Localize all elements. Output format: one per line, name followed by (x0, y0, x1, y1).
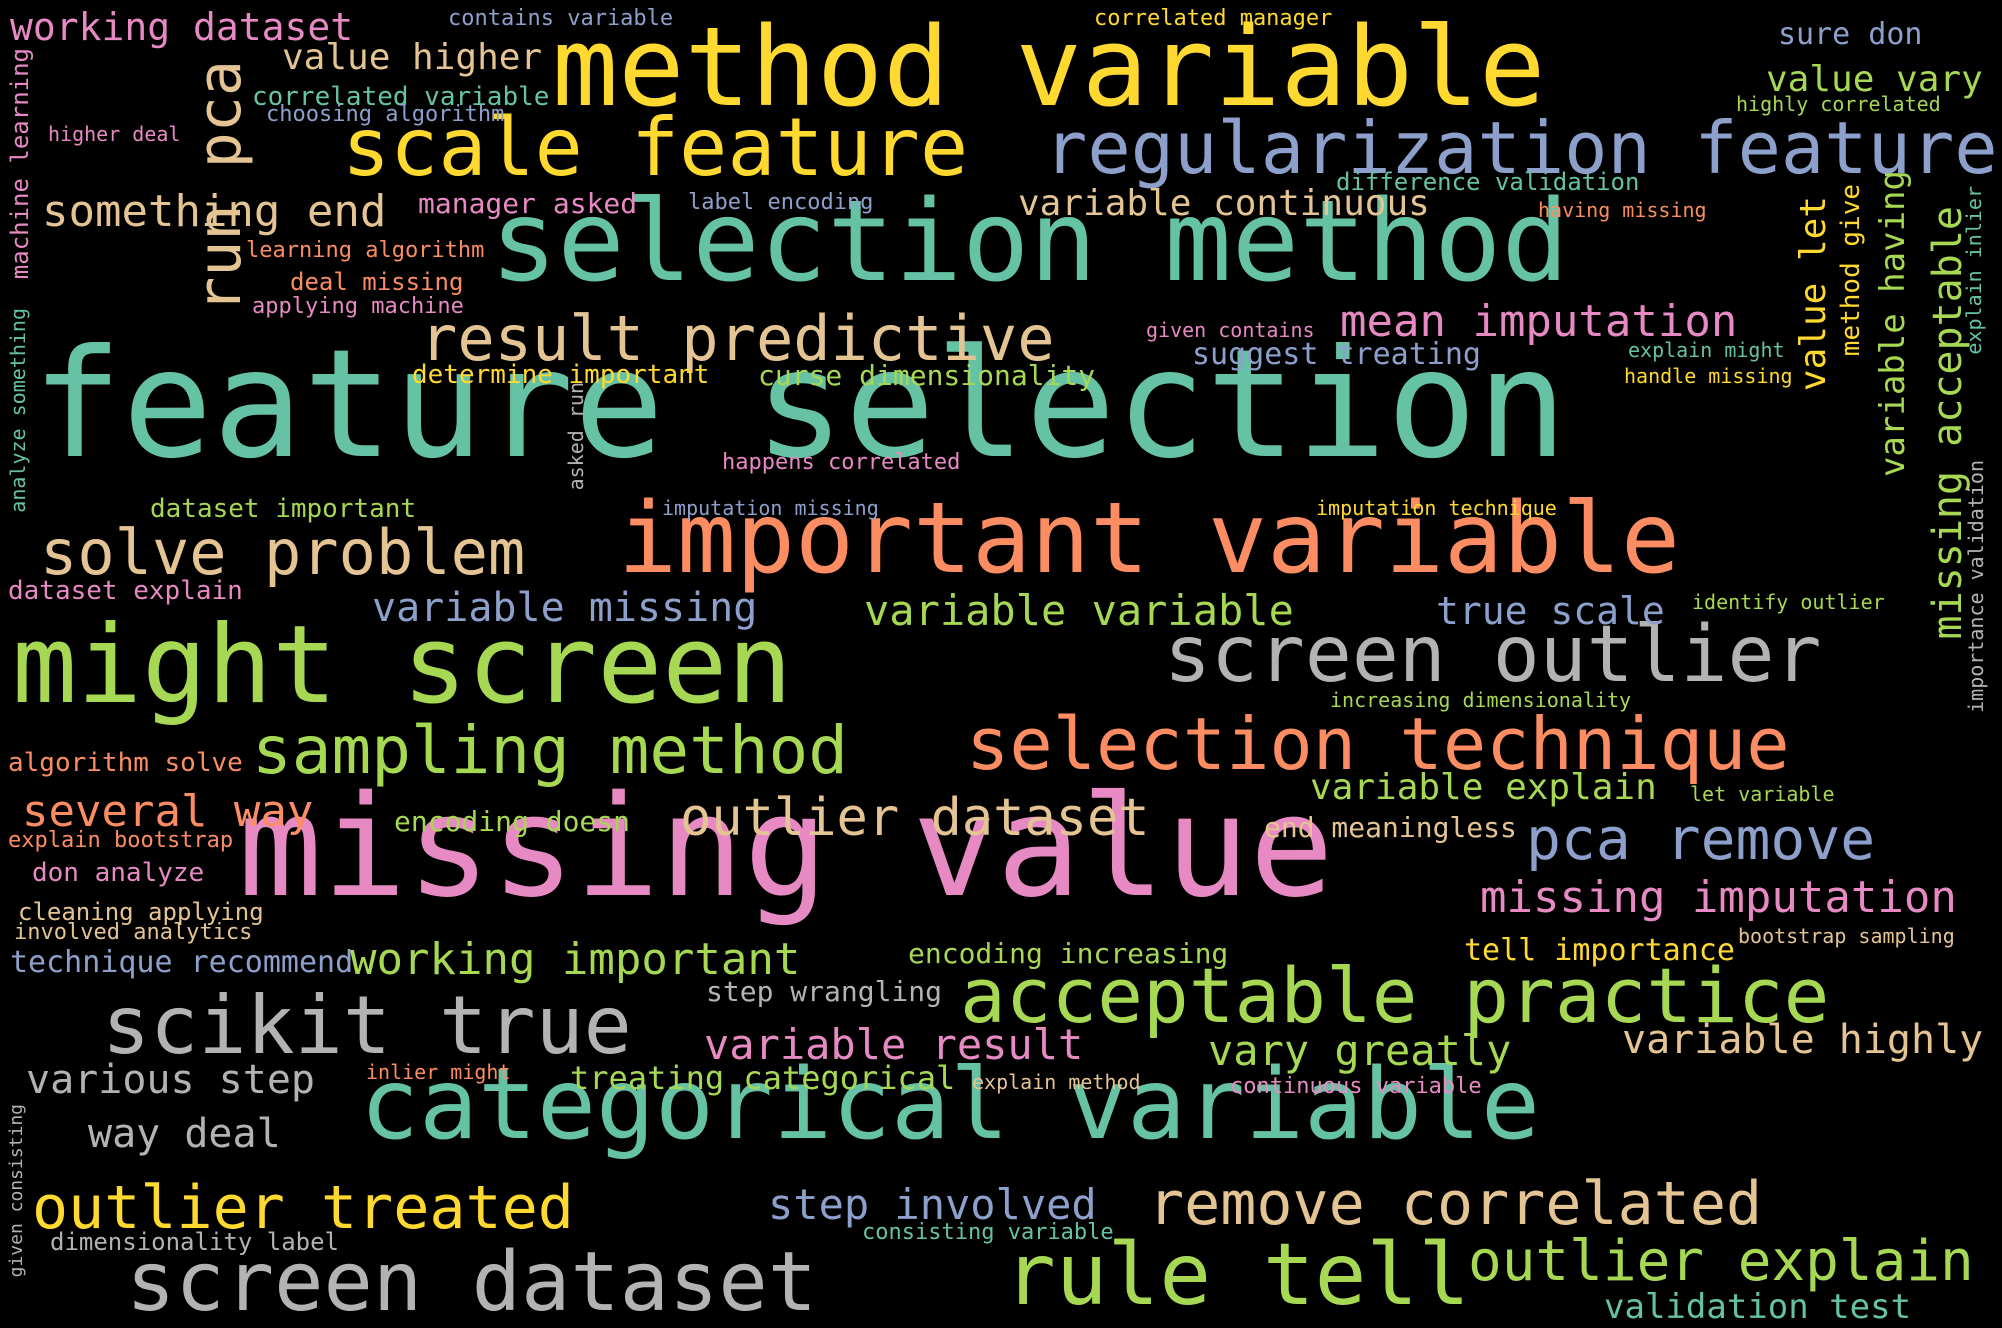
word: machine learning (6, 48, 34, 280)
word: correlated variable (252, 82, 550, 112)
word: higher deal (48, 122, 181, 146)
word: selection method (490, 177, 1569, 307)
word: manager asked (418, 187, 638, 220)
word: cleaning applying (18, 898, 264, 926)
word: having missing (1538, 198, 1707, 222)
word: encoding doesn (394, 805, 631, 838)
word: importance validation (1964, 460, 1988, 713)
word: increasing dimensionality (1330, 688, 1632, 712)
word: scale feature (342, 101, 969, 194)
word: important variable (618, 482, 1681, 596)
word: screen dataset (126, 1235, 818, 1328)
word: something end (42, 186, 387, 237)
word: deal missing (290, 268, 464, 296)
word: dataset important (150, 494, 417, 524)
word: validation test (1604, 1287, 1912, 1327)
word: value let (1793, 196, 1834, 392)
word: value higher (282, 37, 543, 78)
word: explain might (1628, 338, 1785, 362)
word: variable variable (864, 586, 1294, 635)
word: given contains (1146, 318, 1315, 342)
word: highly correlated (1736, 92, 1941, 116)
word: imputation technique (1316, 496, 1557, 520)
word: pca remove (1526, 805, 1876, 873)
word: variable explain (1310, 767, 1657, 808)
word: continuous variable (1230, 1074, 1482, 1099)
word: algorithm solve (8, 748, 243, 778)
word: several way (22, 786, 314, 837)
word: choosing algorithm (266, 102, 505, 127)
word: suggest treating (1192, 337, 1481, 372)
word: applying machine (252, 294, 464, 319)
word: inlier might (366, 1060, 511, 1084)
word: correlated manager (1094, 6, 1333, 31)
word: sampling method (252, 712, 849, 789)
word: end meaningless (1264, 811, 1517, 844)
word: outlier explain (1468, 1229, 1974, 1294)
word: method variable (552, 3, 1546, 131)
word: given consisting (6, 1104, 27, 1278)
word: true scale (1436, 589, 1665, 633)
word: working dataset (10, 5, 354, 49)
word: way deal (88, 1111, 281, 1157)
word: involved analytics (14, 920, 253, 945)
word: categorical variable (360, 1048, 1541, 1162)
word: value vary (1766, 59, 1983, 100)
word: vary greatly (1208, 1026, 1512, 1075)
word: variable highly (1622, 1017, 1984, 1063)
word: technique recommend (10, 945, 354, 980)
word: difference validation (1336, 168, 1640, 196)
word: tell importance (1464, 933, 1735, 968)
word: rule tell (1004, 1225, 1470, 1325)
word: curse dimensionality (758, 359, 1096, 392)
word: remove correlated (1148, 1169, 1763, 1239)
word: asked run (564, 382, 588, 491)
word: step wrangling (706, 975, 943, 1008)
word: imputation missing (662, 496, 879, 520)
word: dataset explain (8, 576, 243, 606)
word: screen outlier (1164, 610, 1822, 700)
word: don analyze (32, 858, 205, 888)
word: feature selection (32, 318, 1568, 492)
word: variable having (1873, 170, 1913, 478)
word: outlier treated (32, 1173, 574, 1243)
word: explain method (972, 1070, 1141, 1094)
word: dimensionality label (50, 1228, 339, 1256)
word: treating categorical (570, 1059, 956, 1097)
word: explain inlier (1962, 186, 1986, 355)
word: regularization feature (1044, 106, 1998, 190)
word: identify outlier (1692, 590, 1885, 614)
word: scikit true (102, 979, 632, 1072)
word: acceptable practice (960, 951, 1830, 1040)
word: mean imputation (1340, 296, 1738, 347)
word: missing imputation (1480, 872, 1957, 923)
word: solve problem (40, 516, 526, 589)
word: method give (1836, 184, 1866, 357)
word: let variable (1690, 782, 1835, 806)
word: handle missing (1624, 364, 1793, 388)
word: variable missing (372, 585, 758, 631)
word: missing value (238, 766, 1334, 929)
word: working important (350, 934, 801, 985)
word: result predictive (420, 302, 1055, 375)
word: consisting variable (862, 1220, 1114, 1245)
word: step involved (768, 1180, 1097, 1229)
word: encoding increasing (908, 937, 1229, 970)
word: learning algorithm (246, 238, 485, 263)
word: determine important (412, 360, 710, 390)
word: contains variable (448, 6, 674, 31)
word: bootstrap sampling (1738, 924, 1955, 948)
word: variable continuous (1018, 183, 1430, 224)
word: sure don (1778, 17, 1923, 52)
word: selection technique (966, 702, 1790, 786)
word: various step (26, 1057, 315, 1103)
word: analyze something (6, 308, 30, 513)
word: label encoding (688, 190, 874, 215)
word: explain bootstrap (8, 828, 234, 853)
word: variable result (704, 1020, 1084, 1069)
word: outlier dataset (680, 788, 1150, 848)
word: might screen (12, 603, 793, 728)
word: happens correlated (722, 450, 961, 475)
